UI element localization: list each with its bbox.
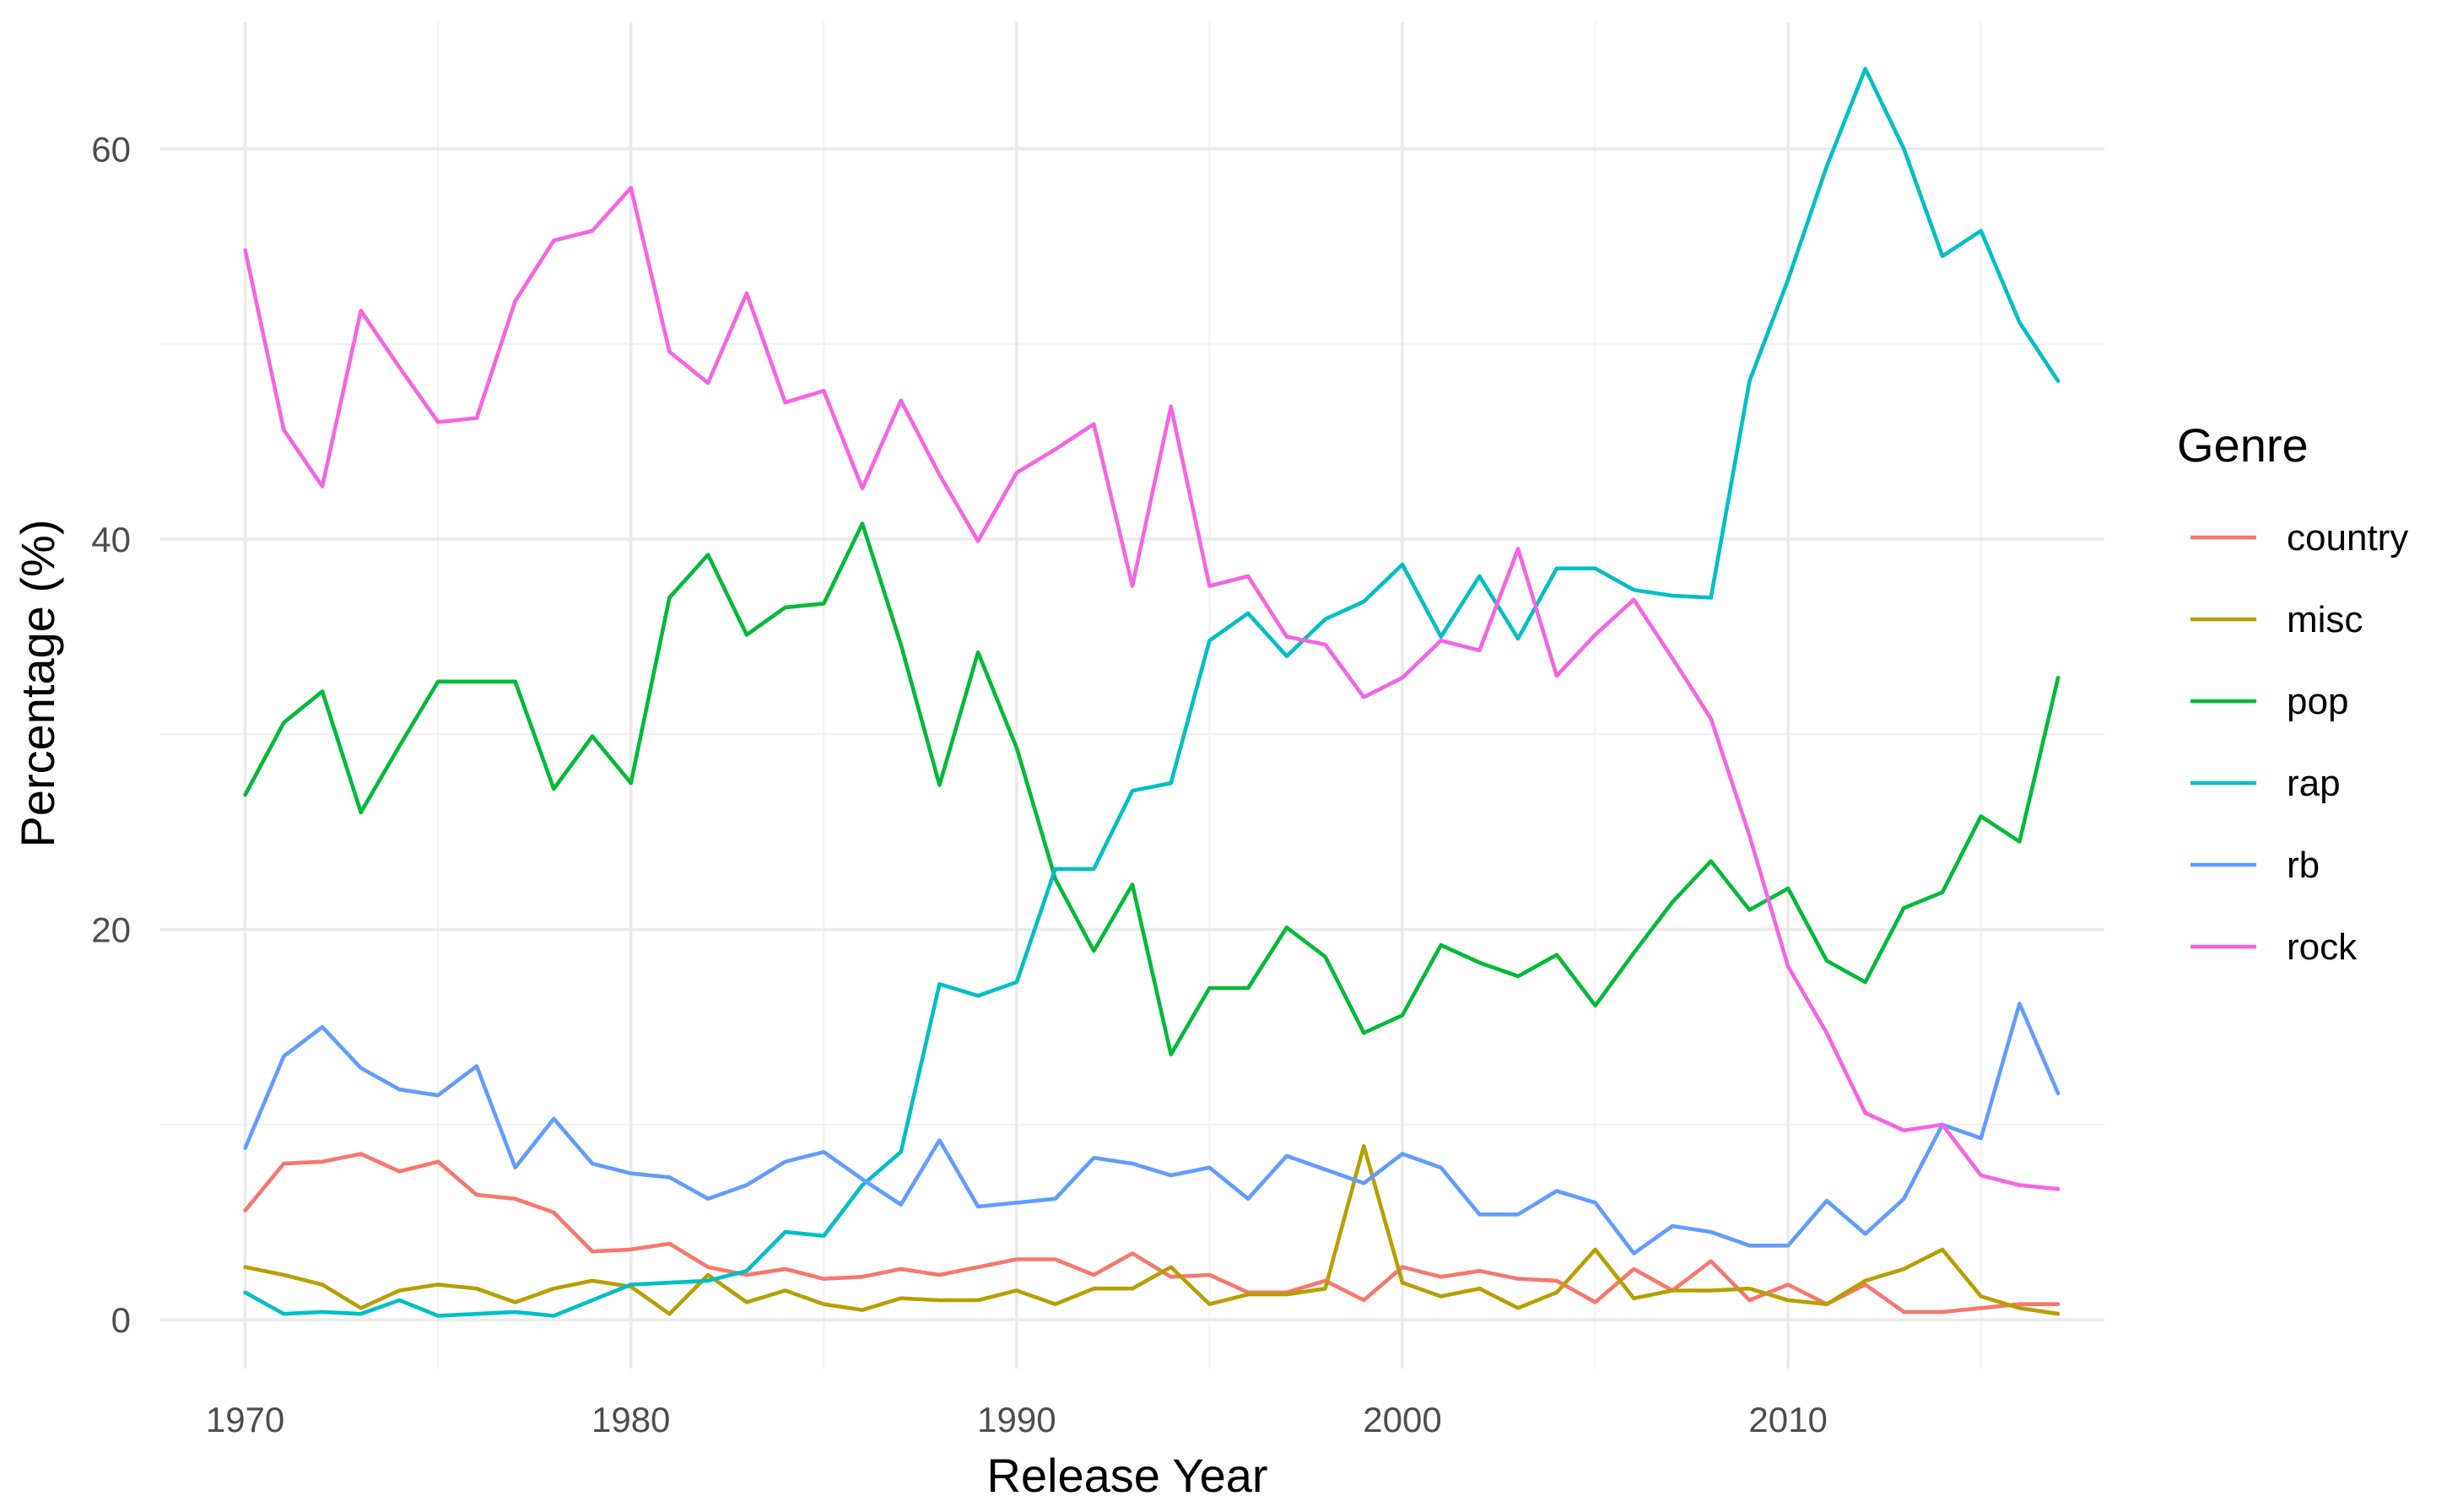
y-axis-tick-labels: 0 20 40 60	[91, 129, 131, 1340]
legend-title: Genre	[2177, 418, 2309, 472]
x-tick-label-2010: 2010	[1748, 1400, 1827, 1439]
legend-label-misc: misc	[2287, 599, 2363, 640]
y-axis-title: Percentage (%)	[11, 519, 64, 847]
series-line-pop	[243, 521, 2061, 1056]
x-tick-label-1990: 1990	[977, 1400, 1056, 1439]
legend-label-rock: rock	[2287, 926, 2358, 968]
series-line-country	[243, 1152, 2061, 1315]
y-tick-label-40: 40	[91, 520, 131, 559]
minor-gridlines	[160, 22, 2104, 1369]
y-tick-label-20: 20	[91, 910, 131, 950]
legend-item-country: country	[2190, 517, 2408, 559]
legend-label-rap: rap	[2287, 763, 2341, 804]
y-tick-label-0: 0	[111, 1300, 131, 1340]
series-line-rap	[243, 67, 2061, 1318]
y-tick-label-60: 60	[91, 129, 131, 169]
legend: Genre country misc pop rap rb rock	[2177, 418, 2408, 968]
x-tick-label-1980: 1980	[591, 1400, 670, 1439]
series-line-misc	[243, 1144, 2061, 1316]
x-axis-tick-labels: 1970 1980 1990 2000 2010	[206, 1400, 1828, 1439]
legend-item-rock: rock	[2190, 926, 2358, 968]
legend-item-rap: rap	[2190, 763, 2341, 804]
x-axis-title: Release Year	[986, 1449, 1267, 1502]
legend-label-rb: rb	[2287, 845, 2320, 886]
series-line-rb	[243, 1002, 2061, 1256]
legend-item-rb: rb	[2190, 845, 2320, 886]
legend-label-country: country	[2287, 517, 2408, 559]
legend-items: country misc pop rap rb rock	[2190, 517, 2408, 968]
legend-label-pop: pop	[2287, 681, 2348, 722]
x-tick-label-2000: 2000	[1363, 1400, 1441, 1439]
series-lines	[243, 67, 2061, 1318]
legend-item-pop: pop	[2190, 681, 2348, 722]
x-tick-label-1970: 1970	[206, 1400, 284, 1439]
legend-item-misc: misc	[2190, 599, 2363, 640]
major-gridlines	[160, 22, 2104, 1369]
series-line-rock	[243, 186, 2061, 1191]
